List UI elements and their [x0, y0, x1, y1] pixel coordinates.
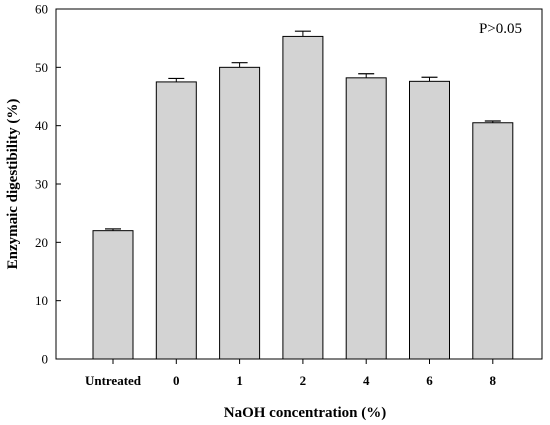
error-bars [105, 30, 501, 231]
significance-annotation: P>0.05 [479, 21, 522, 37]
x-tick-label: 6 [426, 373, 433, 388]
x-tick-label: 4 [363, 373, 370, 388]
y-axis-title: Enzymaic digestibility (%) [5, 99, 21, 270]
y-tick-label: 20 [35, 235, 48, 250]
x-tick-label: 0 [173, 373, 180, 388]
y-tick-label: 40 [35, 118, 48, 133]
y-tick-label: 10 [35, 293, 48, 308]
x-tick-label: 1 [236, 373, 243, 388]
y-tick-label: 50 [35, 60, 48, 75]
bar [345, 77, 387, 360]
bar [155, 81, 197, 360]
y-axis-ticks: 0 10 20 30 40 50 60 [35, 2, 61, 367]
x-tick-label: 8 [490, 373, 497, 388]
bar [282, 35, 324, 360]
bar [409, 80, 450, 360]
bar [472, 122, 514, 360]
x-tick-label: Untreated [85, 373, 142, 388]
x-axis-ticks: Untreated 0 1 2 4 6 8 [85, 359, 497, 388]
y-tick-label: 0 [42, 352, 49, 367]
bars [92, 35, 514, 360]
y-tick-label: 30 [35, 177, 48, 192]
bar [219, 66, 261, 360]
bar [92, 230, 134, 360]
x-tick-label: 2 [300, 373, 307, 388]
y-tick-label: 60 [35, 2, 48, 17]
x-axis-title: NaOH concentration (%) [224, 405, 386, 421]
